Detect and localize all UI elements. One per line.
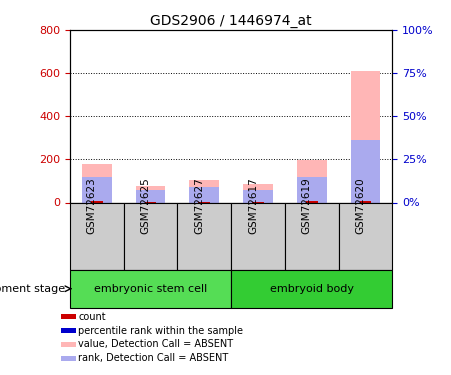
Bar xyxy=(82,177,111,203)
Bar xyxy=(124,202,177,270)
Text: development stage: development stage xyxy=(0,284,65,294)
Text: GSM72623: GSM72623 xyxy=(87,177,97,234)
Text: GSM72620: GSM72620 xyxy=(355,178,365,234)
Text: GSM72625: GSM72625 xyxy=(141,177,151,234)
Bar xyxy=(70,202,124,270)
Bar xyxy=(351,71,380,202)
Bar xyxy=(231,270,392,308)
Bar xyxy=(177,202,231,270)
Text: percentile rank within the sample: percentile rank within the sample xyxy=(78,326,243,336)
Text: rank, Detection Call = ABSENT: rank, Detection Call = ABSENT xyxy=(78,354,228,363)
Bar xyxy=(82,164,111,202)
Text: GSM72619: GSM72619 xyxy=(302,177,312,234)
Text: embryoid body: embryoid body xyxy=(270,284,354,294)
Bar xyxy=(339,202,392,270)
Text: GSM72627: GSM72627 xyxy=(194,177,204,234)
Bar xyxy=(297,160,327,202)
Bar xyxy=(297,177,327,203)
Bar xyxy=(189,180,219,203)
Bar xyxy=(136,186,166,202)
Bar xyxy=(231,202,285,270)
Bar xyxy=(91,201,103,202)
Bar xyxy=(70,270,231,308)
Bar xyxy=(61,314,76,319)
Bar xyxy=(136,190,166,202)
Bar xyxy=(243,184,273,203)
Bar xyxy=(61,356,76,361)
Bar xyxy=(359,201,372,202)
Bar xyxy=(285,202,339,270)
Bar xyxy=(351,140,380,202)
Bar xyxy=(243,190,273,202)
Text: embryonic stem cell: embryonic stem cell xyxy=(94,284,207,294)
Bar xyxy=(61,328,76,333)
Text: GSM72617: GSM72617 xyxy=(248,177,258,234)
Title: GDS2906 / 1446974_at: GDS2906 / 1446974_at xyxy=(150,13,312,28)
Bar xyxy=(61,342,76,346)
Bar xyxy=(189,187,219,202)
Bar xyxy=(306,201,318,202)
Text: count: count xyxy=(78,312,106,321)
Text: value, Detection Call = ABSENT: value, Detection Call = ABSENT xyxy=(78,339,233,350)
